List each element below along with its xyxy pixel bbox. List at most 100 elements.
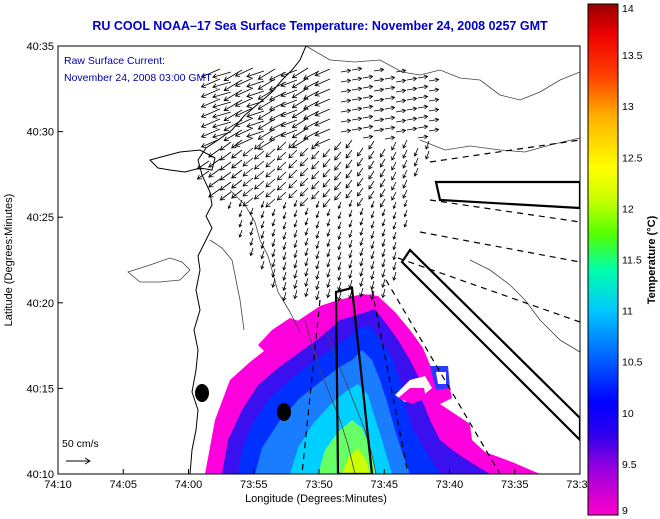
current-vector (299, 197, 309, 207)
current-vector (417, 134, 429, 140)
current-vector (337, 251, 342, 261)
current-vector (348, 269, 353, 279)
current-vector (212, 91, 232, 99)
current-vector (357, 187, 364, 197)
current-vector (271, 258, 276, 268)
current-vector (402, 139, 408, 149)
current-vector (406, 96, 418, 102)
current-vector (392, 261, 397, 271)
current-vector (234, 117, 254, 127)
current-vector (293, 209, 298, 218)
current-vector (260, 210, 265, 219)
current-vector (212, 71, 232, 79)
current-vector (384, 135, 396, 141)
current-vector (271, 238, 276, 248)
current-vector (337, 241, 342, 251)
current-vector (370, 250, 375, 260)
current-vector (293, 239, 298, 249)
current-vector (348, 229, 353, 238)
current-vector (368, 140, 375, 150)
current-vector (406, 106, 418, 112)
current-vector (265, 158, 276, 168)
current-vector (219, 151, 232, 161)
current-vector (257, 98, 276, 110)
current-vector (326, 258, 331, 268)
current-vector (359, 277, 364, 288)
current-vector (288, 179, 298, 189)
y-axis-label: Latitude (Degrees:Minutes) (3, 194, 15, 327)
current-vector (311, 190, 320, 200)
current-vector (315, 280, 320, 291)
current-vector (260, 230, 265, 239)
current-vector (322, 198, 331, 208)
current-vector (257, 108, 276, 120)
current-vector (293, 259, 298, 269)
current-vector (345, 179, 353, 189)
colorbar-ticks: 9 9.5 10 10.5 11 11.5 12 12.5 13 13.5 14 (622, 3, 643, 517)
current-vector (359, 217, 364, 226)
current-vector (326, 218, 331, 227)
current-vector (345, 139, 353, 149)
current-vector (304, 287, 309, 298)
current-vector (384, 105, 396, 111)
radial-lines (301, 139, 580, 474)
current-vector (238, 219, 243, 228)
y-tick-label: 40:15 (26, 383, 54, 395)
current-vector (359, 257, 364, 267)
current-vector (288, 169, 298, 179)
x-tick-label: 73:35 (501, 479, 529, 491)
current-vector (223, 69, 243, 82)
current-vector (304, 247, 309, 257)
current-vector (370, 270, 375, 280)
scale-label: 50 cm/s (62, 438, 99, 450)
current-vector (282, 251, 287, 261)
current-vector (265, 198, 276, 208)
current-vector (326, 208, 331, 217)
current-vector (265, 178, 276, 188)
current-vector (219, 141, 232, 151)
radar-beams (334, 180, 580, 474)
current-vector (234, 67, 254, 77)
current-vector (359, 267, 364, 277)
current-vector (304, 237, 309, 247)
current-vector (280, 109, 298, 118)
current-vector (208, 148, 221, 158)
current-vector (345, 189, 353, 199)
current-vector (340, 88, 352, 94)
x-axis-label: Longitude (Degrees:Minutes) (245, 493, 387, 505)
current-vector (276, 171, 287, 181)
current-vector (403, 199, 408, 208)
current-vector (208, 168, 221, 178)
current-vector (257, 78, 276, 90)
current-vector (293, 219, 298, 228)
current-vector (406, 126, 418, 132)
current-vector (219, 191, 232, 201)
current-vector (288, 139, 298, 149)
current-vector (362, 114, 374, 120)
current-vector (314, 108, 331, 117)
current-vector (291, 107, 309, 119)
current-vector (417, 104, 429, 110)
current-vector (337, 231, 342, 240)
current-vector (334, 151, 342, 161)
current-vector (257, 138, 276, 150)
current-vector (392, 231, 397, 240)
current-vector (368, 180, 375, 190)
current-vector (402, 159, 408, 169)
current-vector (282, 291, 287, 302)
current-vector (282, 231, 287, 240)
current-vector (391, 151, 397, 161)
current-vector (246, 70, 265, 79)
current-vector (293, 249, 298, 259)
current-vector (395, 98, 407, 104)
current-vector (392, 251, 397, 261)
current-vector (293, 279, 298, 290)
current-vector (345, 169, 353, 179)
current-vector (304, 207, 309, 216)
current-vector (291, 137, 309, 149)
current-vector (208, 158, 221, 168)
current-vector (260, 240, 265, 250)
current-vector (291, 117, 309, 129)
current-vector (196, 170, 210, 180)
current-vector (406, 76, 418, 82)
